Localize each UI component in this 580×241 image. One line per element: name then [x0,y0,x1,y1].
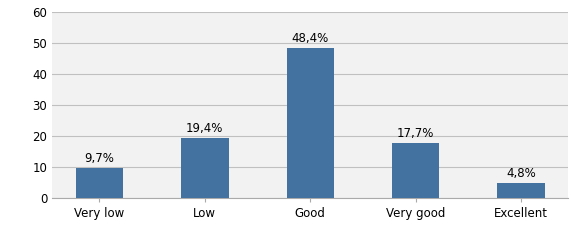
Bar [75,168,123,198]
Text: 19,4%: 19,4% [186,122,223,135]
Text: 48,4%: 48,4% [292,33,329,46]
Bar [287,48,334,198]
Bar [181,138,229,198]
Text: 17,7%: 17,7% [397,127,434,141]
Text: 4,8%: 4,8% [506,167,536,180]
Text: 9,7%: 9,7% [85,152,114,165]
Bar [498,183,545,198]
Bar [392,143,440,198]
